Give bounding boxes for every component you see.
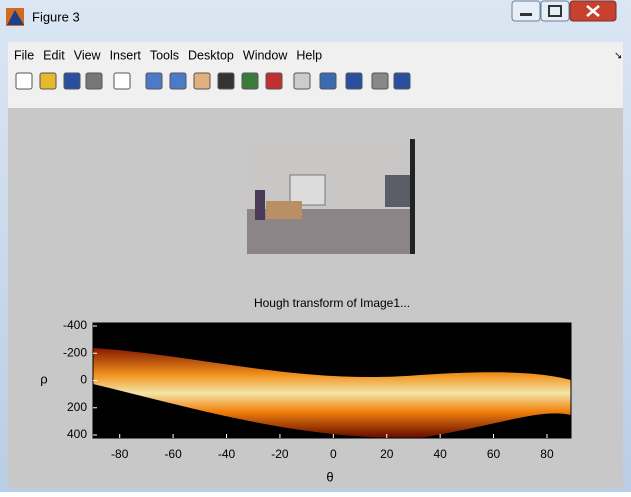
photo-edge bbox=[410, 139, 415, 254]
toolbar-button[interactable] bbox=[266, 73, 282, 89]
toolbar-button[interactable] bbox=[86, 73, 102, 89]
toolbar-button[interactable] bbox=[40, 73, 56, 89]
figure-window: Figure 3 File Edit View Insert Tools Desktop W… bbox=[0, 0, 631, 492]
chart-title: Hough transform of Image1... bbox=[254, 296, 410, 310]
menu-item[interactable]: Window bbox=[243, 48, 288, 62]
toolbar-button[interactable] bbox=[16, 73, 32, 89]
x-tick-label: 0 bbox=[330, 447, 337, 461]
toolbar-button[interactable] bbox=[320, 73, 336, 89]
y-tick-label: 0 bbox=[80, 373, 87, 387]
toolbar-button[interactable] bbox=[114, 73, 130, 89]
y-tick-label: -400 bbox=[63, 318, 87, 332]
toolbar-button[interactable] bbox=[294, 73, 310, 89]
y-tick-label: 400 bbox=[67, 427, 87, 441]
x-tick-label: -80 bbox=[111, 447, 129, 461]
x-tick-label: -60 bbox=[164, 447, 182, 461]
menu-item[interactable]: Desktop bbox=[188, 48, 234, 62]
x-axis-label: θ bbox=[326, 469, 333, 484]
x-tick-label: -20 bbox=[271, 447, 289, 461]
toolbar-button[interactable] bbox=[218, 73, 234, 89]
x-tick-label: 40 bbox=[433, 447, 447, 461]
toolbar-button[interactable] bbox=[64, 73, 80, 89]
dock-arrow[interactable]: ↘ bbox=[614, 51, 622, 62]
y-tick-label: 200 bbox=[67, 400, 87, 414]
menu-item[interactable]: File bbox=[14, 48, 34, 62]
x-tick-label: 20 bbox=[380, 447, 394, 461]
photo-window bbox=[290, 175, 325, 205]
maximize-button[interactable] bbox=[541, 1, 569, 21]
photo-boxes bbox=[266, 201, 302, 219]
x-tick-label: 80 bbox=[540, 447, 554, 461]
toolbar-button[interactable] bbox=[170, 73, 186, 89]
toolbar-button[interactable] bbox=[194, 73, 210, 89]
toolbar-button[interactable] bbox=[242, 73, 258, 89]
x-tick-label: 60 bbox=[487, 447, 501, 461]
y-axis-label: ρ bbox=[40, 371, 47, 386]
y-tick-label: -200 bbox=[63, 345, 87, 359]
window-title: Figure 3 bbox=[32, 9, 80, 24]
minimize-icon bbox=[520, 13, 532, 16]
photo-person bbox=[255, 190, 265, 220]
menu-item[interactable]: View bbox=[74, 48, 102, 62]
menu-item[interactable]: Help bbox=[296, 48, 322, 62]
photo bbox=[247, 139, 415, 254]
menu-item[interactable]: Edit bbox=[43, 48, 65, 62]
minimize-button[interactable] bbox=[512, 1, 540, 21]
menu-item[interactable]: Tools bbox=[150, 48, 179, 62]
toolbar-button[interactable] bbox=[146, 73, 162, 89]
toolbar-button[interactable] bbox=[372, 73, 388, 89]
menu-bar: File Edit View Insert Tools Desktop Window Help bbox=[14, 48, 322, 62]
toolbar-button[interactable] bbox=[346, 73, 362, 89]
x-tick-label: -40 bbox=[218, 447, 236, 461]
menu-item[interactable]: Insert bbox=[110, 48, 142, 62]
toolbar-button[interactable] bbox=[394, 73, 410, 89]
